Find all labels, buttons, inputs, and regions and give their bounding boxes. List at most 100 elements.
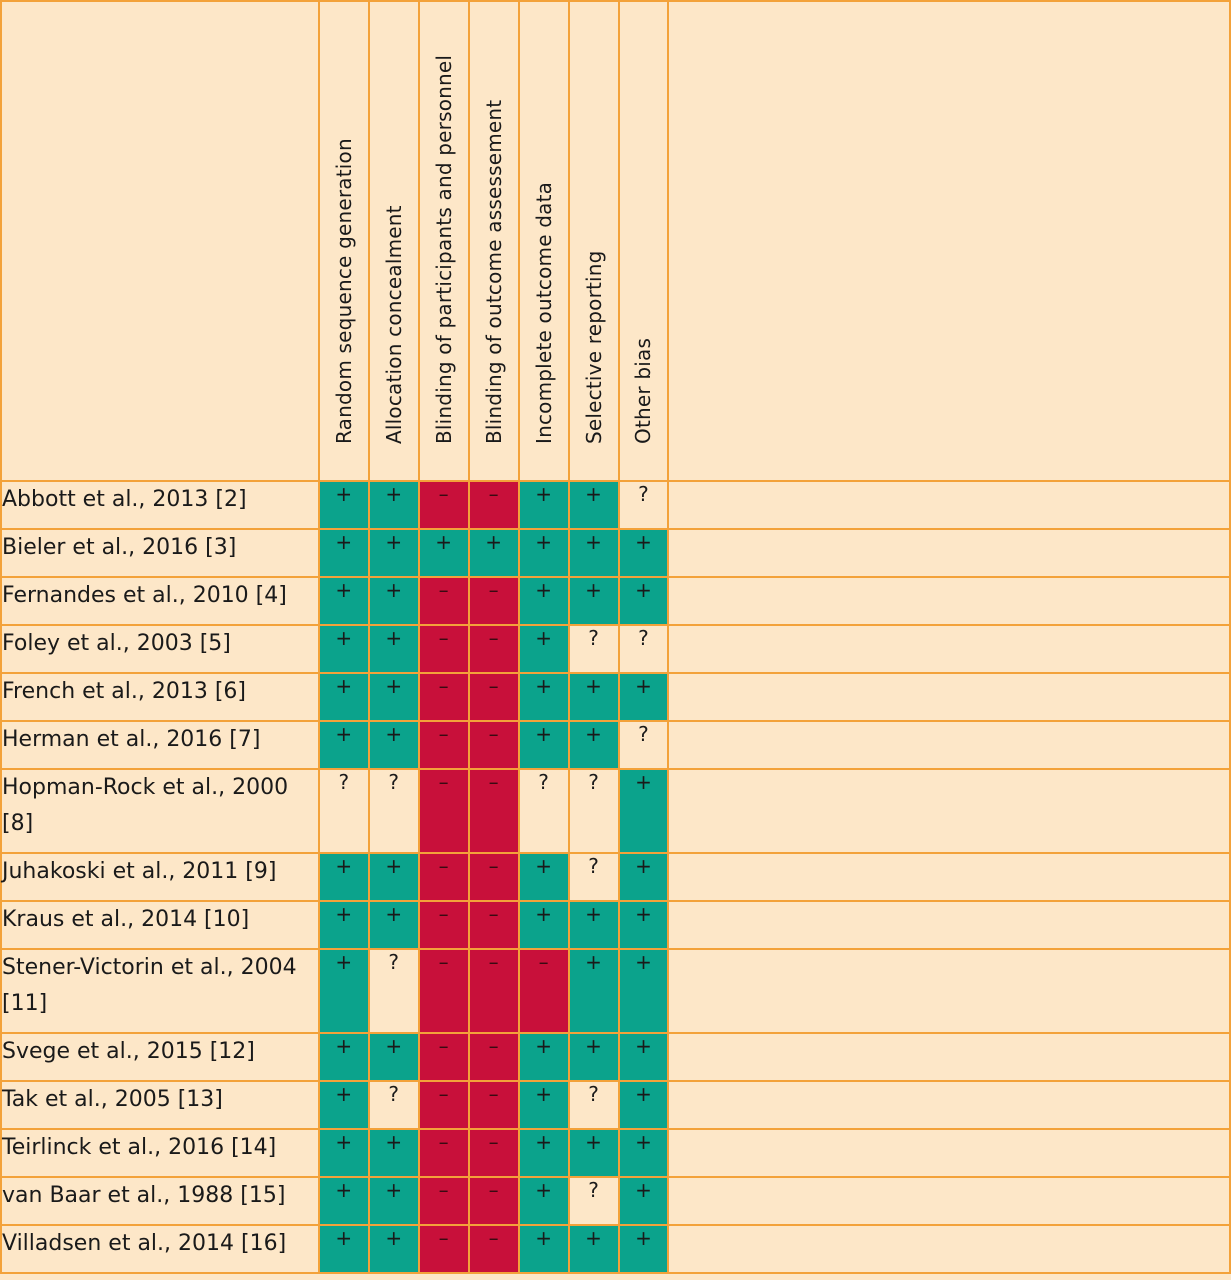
judgement-cell: ? [617,480,670,530]
judgement-cell: + [617,672,670,722]
judgement-cell: – [417,948,470,1034]
judgement-cell: + [617,528,670,578]
table-row: Abbott et al., 2013 [2] + + – – + +? [0,480,1231,530]
judgement-cell: + [317,576,370,626]
judgement-cell: + [367,672,420,722]
study-name: Herman et al., 2016 [7] [2,727,261,752]
table-row: Tak et al., 2005 [13] +? – – +? + [0,1080,1231,1130]
judgement-cell: – [517,948,570,1034]
study-name: Fernandes et al., 2010 [4] [2,583,287,608]
judgement-cell: + [567,1128,620,1178]
judgement-cell: + [517,720,570,770]
judgement-cell: + [417,528,470,578]
judgement-cell: – [467,1176,520,1226]
column-header: Incomplete outcome data [517,0,570,482]
judgement-cell: + [367,720,420,770]
judgement-cell: – [417,480,470,530]
judgement-cell: – [417,1032,470,1082]
judgement-cell: + [317,948,370,1034]
study-name: Villadsen et al., 2014 [16] [2,1231,287,1256]
table-row: French et al., 2013 [6] + + – – + + + [0,672,1231,722]
judgement-cell: + [317,1224,370,1274]
judgement-cell: + [517,672,570,722]
judgement-cell: + [617,768,670,854]
judgement-cell: + [517,1176,570,1226]
table-row: Foley et al., 2003 [5] + + – – +?? [0,624,1231,674]
judgement-cell: + [517,852,570,902]
table-row: Teirlinck et al., 2016 [14] + + – – + + + [0,1128,1231,1178]
judgement-cell: + [567,1032,620,1082]
judgement-cell: – [467,672,520,722]
judgement-cell: + [617,948,670,1034]
study-name-cell: Hopman-Rock et al., 2000 [8] [0,768,320,854]
judgement-cell: + [367,852,420,902]
judgement-cell: + [567,528,620,578]
judgement-cell: + [317,1176,370,1226]
judgement-cell: + [517,1032,570,1082]
judgement-cell: + [367,900,420,950]
judgement-cell: – [417,624,470,674]
judgement-cell: + [317,1080,370,1130]
judgement-cell: + [317,900,370,950]
table-row: van Baar et al., 1988 [15] + + – – +? + [0,1176,1231,1226]
table-row: Fernandes et al., 2010 [4] + + – – + + + [0,576,1231,626]
judgement-cell: ? [367,948,420,1034]
header-row: Random sequence generation Allocation co… [0,0,1231,482]
study-name: Abbott et al., 2013 [2] [2,487,247,512]
judgement-cell: + [617,1224,670,1274]
judgement-cell: ? [367,1080,420,1130]
judgement-cell: + [567,480,620,530]
study-name: Svege et al., 2015 [12] [2,1039,255,1064]
study-name: Juhakoski et al., 2011 [9] [2,859,277,884]
judgement-cell: – [417,768,470,854]
study-name: Tak et al., 2005 [13] [2,1087,223,1112]
judgement-cell: + [317,480,370,530]
judgement-cell: – [417,1176,470,1226]
judgement-cell: – [417,1224,470,1274]
judgement-cell: + [367,1224,420,1274]
column-header: Random sequence generation [317,0,370,482]
judgement-cell: + [567,1224,620,1274]
judgement-cell: + [517,1080,570,1130]
judgement-cell: ? [517,768,570,854]
judgement-cell: + [617,1032,670,1082]
study-name: Stener-Victorin et al., 2004 [11] [2,955,297,1016]
judgement-cell: – [417,900,470,950]
study-name-cell: Kraus et al., 2014 [10] [0,900,320,950]
row-filler [667,624,1231,674]
judgement-cell: + [617,852,670,902]
row-filler [667,948,1231,1034]
judgement-cell: – [467,1224,520,1274]
judgement-cell: + [367,528,420,578]
judgement-cell: + [467,528,520,578]
study-name-cell: Tak et al., 2005 [13] [0,1080,320,1130]
row-filler [667,900,1231,950]
judgement-cell: – [417,1128,470,1178]
judgement-cell: ? [567,768,620,854]
study-name: Hopman-Rock et al., 2000 [8] [2,775,289,836]
judgement-cell: ? [617,720,670,770]
study-name-cell: French et al., 2013 [6] [0,672,320,722]
study-name-cell: Stener-Victorin et al., 2004 [11] [0,948,320,1034]
study-name: Bieler et al., 2016 [3] [2,535,237,560]
study-name-cell: Villadsen et al., 2014 [16] [0,1224,320,1274]
judgement-cell: – [417,720,470,770]
row-filler [667,480,1231,530]
judgement-cell: + [367,480,420,530]
column-header: Selective reporting [567,0,620,482]
study-name-cell: van Baar et al., 1988 [15] [0,1176,320,1226]
judgement-cell: + [567,720,620,770]
judgement-cell: + [367,624,420,674]
judgement-cell: + [617,1080,670,1130]
judgement-cell: + [517,480,570,530]
judgement-cell: – [467,480,520,530]
judgement-cell: – [467,720,520,770]
judgement-cell: + [517,624,570,674]
judgement-cell: + [367,1176,420,1226]
table-row: Stener-Victorin et al., 2004 [11] +? – – – + + [0,948,1231,1034]
column-header: Other bias [617,0,670,482]
judgement-cell: + [617,1176,670,1226]
judgement-cell: + [517,1224,570,1274]
judgement-cell: + [617,1128,670,1178]
